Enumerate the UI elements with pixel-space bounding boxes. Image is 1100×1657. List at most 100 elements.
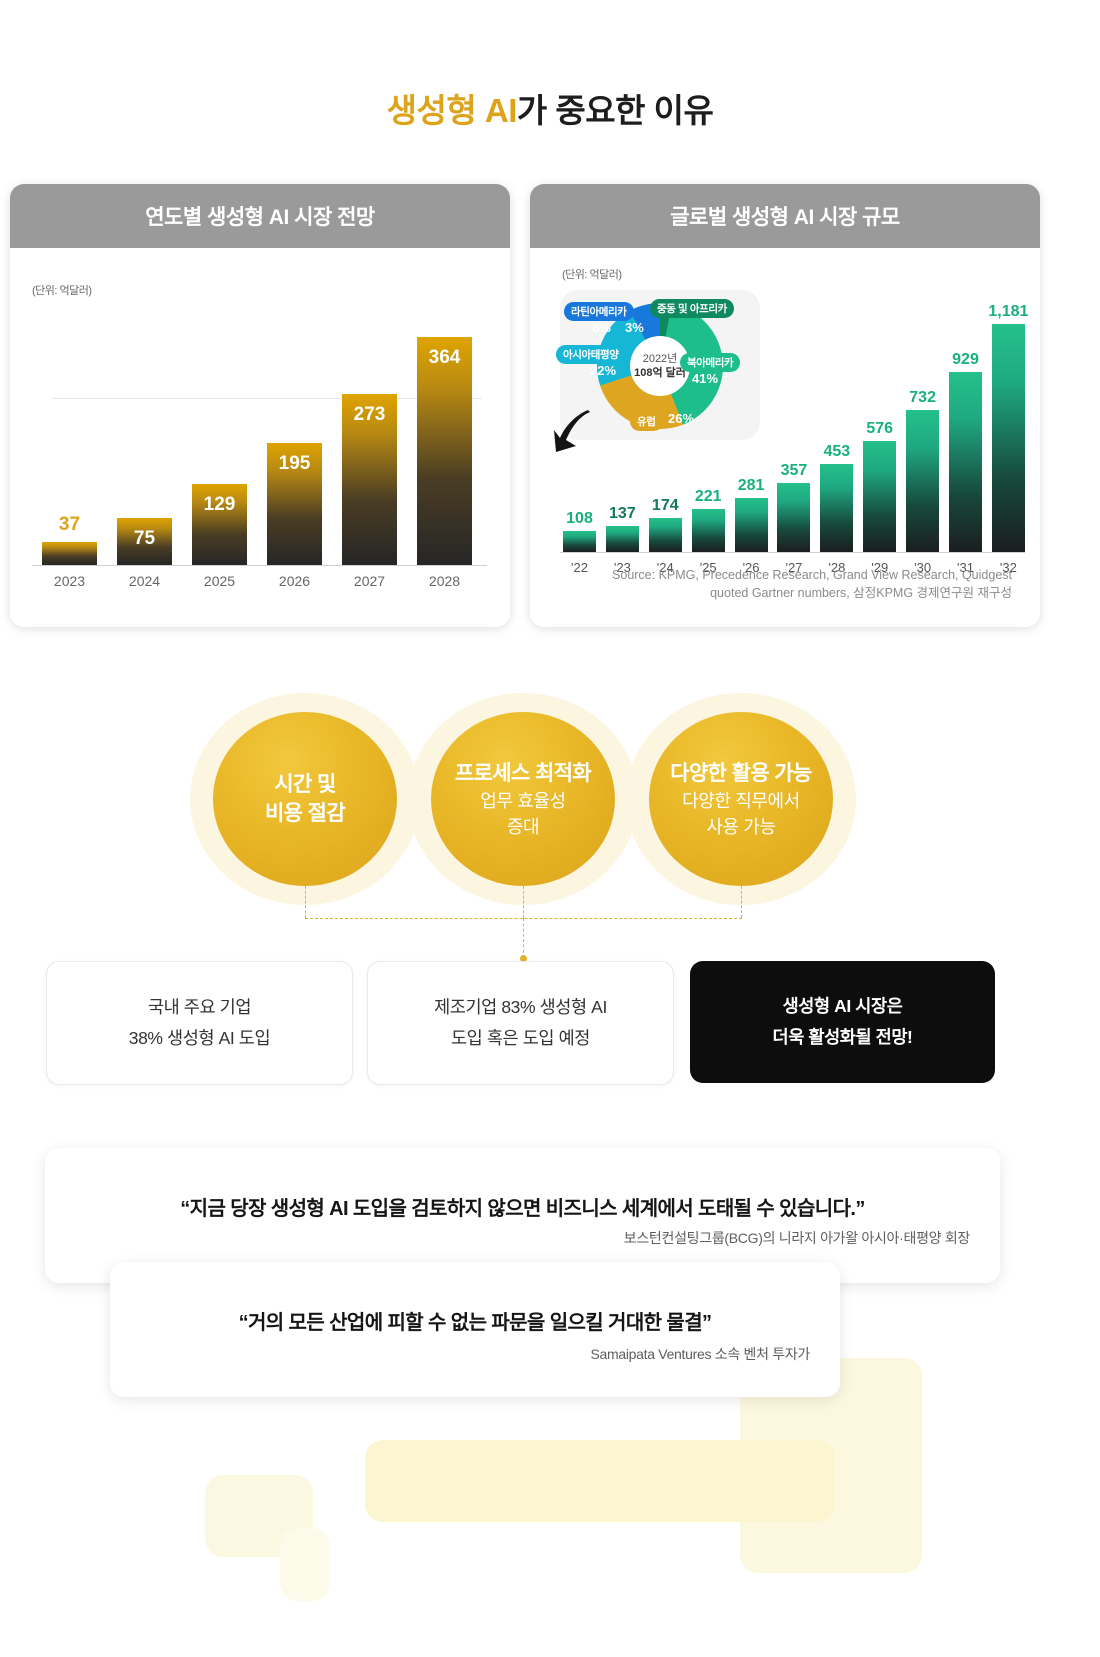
stat-box-2-line2: 도입 혹은 도입 예정	[450, 1028, 590, 1048]
right-x-tick: '26	[742, 560, 760, 575]
right-bar-value: 929	[952, 351, 979, 368]
right-bar[interactable]	[991, 324, 1025, 552]
left-chart-x-axis: 2023 2024 2025 2026 2027 2028	[32, 573, 482, 589]
right-bar-value: 1,181	[988, 303, 1029, 320]
left-bar-value: 129	[203, 494, 236, 515]
left-bar[interactable]	[342, 394, 397, 565]
right-bar-value: 137	[609, 505, 636, 522]
left-bar[interactable]	[267, 443, 322, 565]
right-bar-value: 221	[694, 488, 722, 505]
stat-box-2-text: 제조기업 83% 생성형 AI 도입 혹은 도입 예정	[434, 992, 607, 1054]
left-bar-value: 273	[353, 404, 386, 425]
benefit-sub-3b: 사용 가능	[706, 816, 776, 837]
right-bar[interactable]	[605, 526, 639, 552]
right-bar-group: 576	[863, 290, 897, 552]
connector-endpoint-dot	[520, 955, 527, 962]
donut-pill-europe: 유럽	[630, 412, 663, 431]
right-x-tick: '31	[957, 560, 974, 575]
quote-card-samaipata	[110, 1262, 840, 1397]
donut-pct-north-america: 41%	[692, 371, 719, 386]
right-bar-group: 1,181	[988, 290, 1028, 552]
connector-stem-left	[305, 886, 306, 918]
donut-pct-latin-america: 8%	[592, 320, 611, 335]
right-x-tick: '29	[871, 560, 889, 575]
page-title: 생성형 AI가 중요한 이유	[0, 84, 1100, 132]
left-bar-value: 75	[133, 528, 156, 549]
benefit-sub-2a: 업무 효율성	[480, 790, 566, 811]
stat-box-1-line2: 38% 생성형 AI 도입	[128, 1028, 271, 1048]
right-bar-value: 576	[866, 420, 894, 437]
left-bar[interactable]	[117, 518, 172, 565]
page-title-rest: 가 중요한 이유	[516, 92, 714, 129]
right-x-tick: '30	[914, 560, 932, 575]
left-bar-value: 37	[58, 514, 81, 535]
benefit-circle-1[interactable]: 시간 및 비용 절감	[213, 712, 397, 886]
left-bar-group: 129	[192, 300, 247, 565]
right-bar-value: 357	[780, 462, 808, 479]
connector-stem-center	[523, 886, 524, 918]
connector-stem-right	[741, 886, 742, 918]
source-line-1: Source: KPMG, Precedence Research, Grand…	[612, 568, 1012, 582]
right-x-tick: '22	[571, 560, 588, 575]
stat-box-3-line2: 더욱 활성화될 전망!	[772, 1027, 913, 1047]
stat-box-3-text: 생성형 AI 시장은 더욱 활성화될 전망!	[773, 991, 913, 1053]
donut-pill-middle-east-africa: 중동 및 아프리카	[650, 299, 734, 318]
donut-pct-asia-pacific: 22%	[590, 363, 617, 378]
right-bar[interactable]	[734, 498, 768, 552]
left-bar-group: 273	[342, 300, 397, 565]
right-chart-bars: 108 137 174 221 281 357 453 576 732 929 1,181	[563, 290, 1028, 552]
right-bar[interactable]	[949, 372, 983, 552]
right-chart-x-axis: '22 '23 '24 '25 '26 '27 '28 '29 '30 '31 '32	[563, 560, 1025, 575]
donut-center-year: 2022년	[642, 353, 678, 365]
left-bar-group: 195	[267, 300, 322, 565]
stat-box-manufacturing[interactable]: 제조기업 83% 생성형 AI 도입 혹은 도입 예정	[367, 961, 674, 1085]
right-bar[interactable]	[777, 483, 811, 552]
right-bar-group: 281	[734, 290, 768, 552]
right-bar-value: 281	[737, 477, 765, 494]
left-bar-group: 37	[42, 300, 97, 565]
right-bar[interactable]	[863, 441, 897, 552]
stat-box-market-outlook[interactable]: 생성형 AI 시장은 더욱 활성화될 전망!	[690, 961, 995, 1083]
left-bar[interactable]	[192, 484, 247, 565]
left-x-tick: 2027	[353, 573, 386, 589]
right-x-tick: '25	[699, 560, 717, 575]
right-bar-group: 732	[906, 290, 940, 552]
right-bar-value: 453	[823, 443, 851, 460]
benefit-circle-3[interactable]: 다양한 활용 가능 다양한 직무에서 사용 가능	[649, 712, 833, 886]
right-bar-group: 357	[777, 290, 811, 552]
right-bar-group: 929	[949, 290, 983, 552]
donut-pill-asia-pacific: 아시아태평양	[556, 345, 626, 364]
decorative-block-4	[280, 1528, 330, 1601]
benefit-sub-2b: 증대	[506, 816, 540, 837]
right-chart-baseline	[560, 552, 1025, 553]
right-bar[interactable]	[820, 464, 854, 552]
left-x-tick: 2024	[128, 573, 161, 589]
donut-pct-middle-east-africa: 3%	[625, 320, 644, 335]
stat-box-1-line1: 국내 주요 기업	[147, 997, 252, 1017]
right-bar[interactable]	[648, 518, 682, 552]
right-bar[interactable]	[563, 531, 596, 552]
right-bar[interactable]	[906, 410, 940, 552]
stat-box-1-text: 국내 주요 기업 38% 생성형 AI 도입	[128, 992, 271, 1054]
stat-box-domestic-enterprises[interactable]: 국내 주요 기업 38% 생성형 AI 도입	[46, 961, 353, 1085]
left-bar-value: 364	[428, 347, 461, 368]
left-bar-group: 75	[117, 300, 172, 565]
benefit-heading-1b: 비용 절감	[264, 802, 346, 825]
left-bar-value: 195	[278, 453, 311, 474]
left-x-tick: 2025	[203, 573, 236, 589]
left-bar[interactable]	[417, 337, 472, 565]
source-line-2: quoted Gartner numbers, 삼정KPMG 경제연구원 재구성	[710, 586, 1012, 600]
quote-2-text: “거의 모든 산업에 피할 수 없는 파문을 일으킬 거대한 물결”	[238, 1312, 712, 1334]
left-chart-bars: 37 75 129 195 273 364	[32, 300, 482, 565]
right-bar-value: 732	[909, 389, 936, 406]
benefit-circle-2[interactable]: 프로세스 최적화 업무 효율성 증대	[431, 712, 615, 886]
right-chart-header: 글로벌 생성형 AI 시장 규모	[530, 184, 1040, 248]
right-bar-group: 453	[820, 290, 854, 552]
right-bar-group: 108	[563, 290, 596, 552]
stat-box-3-line1: 생성형 AI 시장은	[782, 996, 903, 1016]
upward-arrow-icon	[554, 410, 590, 452]
left-bar[interactable]	[42, 542, 97, 565]
left-chart-unit: (단위: 억달러)	[32, 285, 92, 297]
right-bar[interactable]	[691, 509, 725, 552]
left-chart-baseline	[32, 565, 487, 566]
